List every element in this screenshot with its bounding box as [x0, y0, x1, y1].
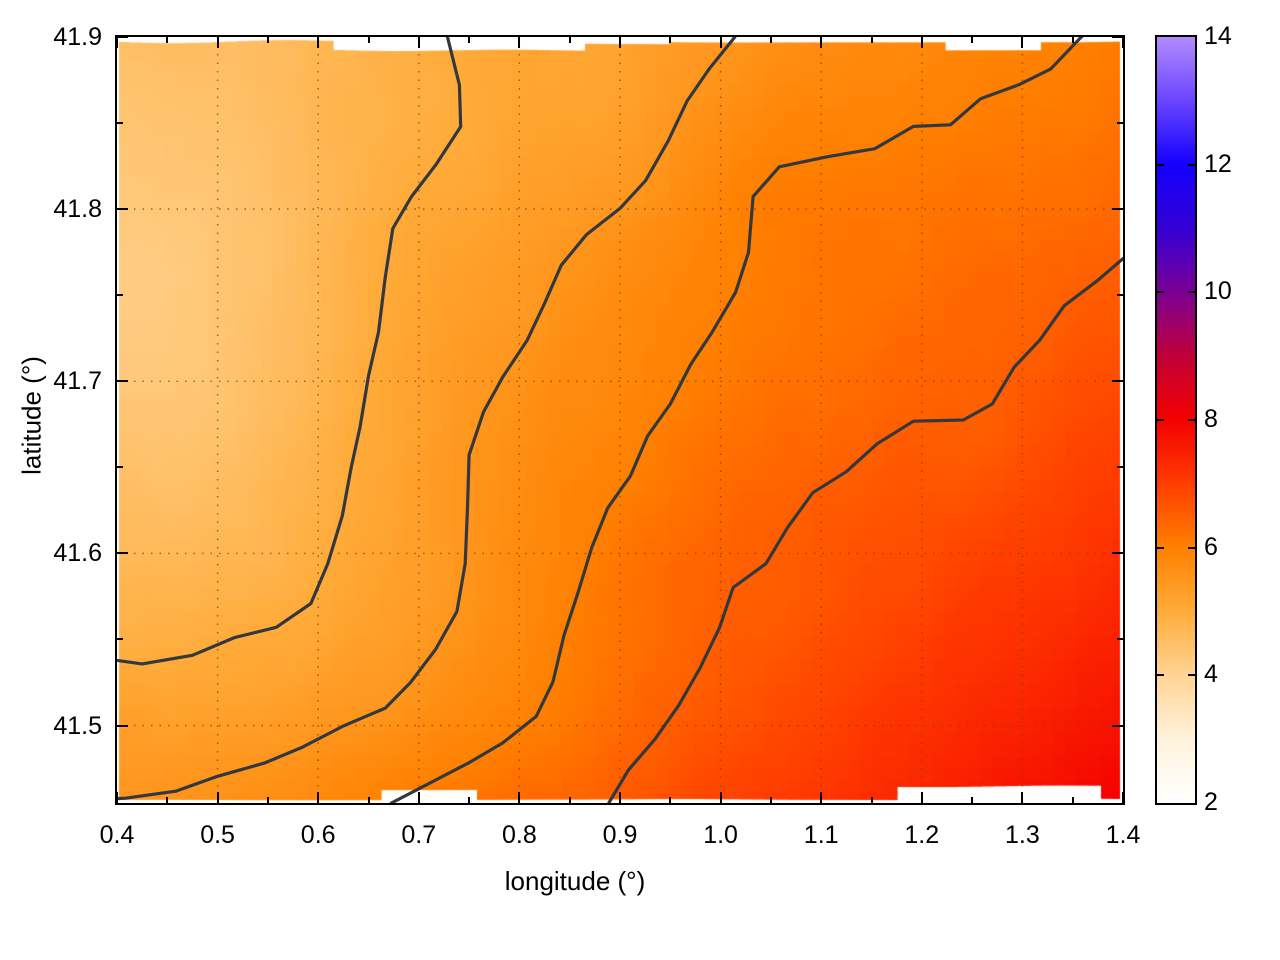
x-tick-minor [870, 37, 873, 43]
y-tick-minor [117, 466, 123, 469]
colorbar-tick [1188, 674, 1197, 677]
x-tick-major [518, 37, 521, 48]
y-tick-major [1112, 208, 1123, 211]
colorbar-tick [1188, 163, 1197, 166]
x-tick-major [1021, 37, 1024, 48]
x-tick-minor [1071, 37, 1074, 43]
y-tick-minor [117, 638, 123, 641]
x-tick-minor [166, 37, 169, 43]
colorbar-tick-label: 4 [1204, 660, 1218, 689]
x-tick-major [820, 37, 823, 48]
colorbar-tick [1155, 674, 1164, 677]
x-tick-minor [468, 37, 471, 43]
x-tick-major [1122, 37, 1124, 48]
y-tick-label: 41.7 [53, 367, 102, 396]
y-tick-label: 41.8 [53, 195, 102, 224]
y-tick-minor [117, 122, 123, 125]
y-tick-label: 41.5 [53, 711, 102, 740]
y-tick-minor [1117, 466, 1123, 469]
x-tick-major [920, 37, 923, 48]
x-tick-label: 0.9 [602, 821, 638, 849]
x-tick-major [1122, 792, 1124, 803]
y-tick-minor [1117, 294, 1123, 297]
x-tick-major [116, 792, 118, 803]
y-tick-major [117, 552, 128, 555]
x-tick-major [317, 37, 320, 48]
y-tick-minor [1117, 638, 1123, 641]
x-tick-major [820, 792, 823, 803]
colorbar-tick-label: 10 [1204, 277, 1232, 306]
x-tick-minor [669, 797, 672, 803]
x-tick-major [719, 37, 722, 48]
y-tick-label: 41.6 [53, 539, 102, 568]
colorbar-tick-label: 12 [1204, 149, 1232, 178]
colorbar-tick [1188, 291, 1197, 294]
colorbar-tick [1188, 546, 1197, 549]
x-tick-minor [669, 37, 672, 43]
plot-area [115, 35, 1125, 805]
colorbar-tick-label: 8 [1204, 405, 1218, 433]
x-tick-major [317, 792, 320, 803]
x-tick-label: 1.1 [803, 821, 839, 849]
x-tick-minor [568, 37, 571, 43]
x-tick-major [216, 37, 219, 48]
x-tick-minor [769, 37, 772, 43]
y-tick-minor [117, 294, 123, 297]
colorbar-tick-label: 2 [1204, 788, 1218, 816]
x-tick-major [1021, 792, 1024, 803]
colorbar-tick-label: 6 [1204, 532, 1218, 561]
x-tick-label: 0.7 [401, 821, 437, 849]
y-tick-major [117, 208, 128, 211]
x-tick-minor [166, 797, 169, 803]
y-tick-major [1112, 36, 1123, 38]
x-tick-label: 0.6 [300, 821, 336, 849]
y-tick-major [1112, 552, 1123, 555]
x-tick-minor [769, 797, 772, 803]
x-tick-label: 1.2 [904, 821, 940, 849]
colorbar-tick-label: 14 [1204, 22, 1232, 50]
y-tick-major [1112, 724, 1123, 727]
x-tick-major [417, 792, 420, 803]
x-tick-minor [367, 37, 370, 43]
x-tick-major [518, 792, 521, 803]
y-axis-title: latitude (°) [16, 356, 47, 475]
x-tick-label: 1.0 [703, 821, 738, 849]
y-tick-major [117, 724, 128, 727]
colorbar-tick [1155, 163, 1164, 166]
x-tick-minor [971, 797, 974, 803]
x-tick-major [116, 37, 118, 48]
y-tick-major [117, 36, 128, 38]
x-tick-label: 1.4 [1105, 821, 1141, 849]
x-tick-major [417, 37, 420, 48]
x-tick-minor [971, 37, 974, 43]
x-tick-minor [568, 797, 571, 803]
y-tick-label: 41.9 [53, 23, 102, 51]
gridlines-layer [117, 37, 1123, 803]
colorbar-tick [1155, 419, 1164, 421]
colorbar-tick [1188, 419, 1197, 421]
x-tick-label: 1.3 [1005, 821, 1040, 849]
contour-lines-layer [117, 37, 1123, 803]
x-tick-major [619, 792, 621, 803]
x-tick-minor [1071, 797, 1074, 803]
y-tick-major [117, 380, 128, 383]
x-tick-minor [870, 797, 873, 803]
colorbar-tick [1155, 291, 1164, 294]
x-tick-minor [367, 797, 370, 803]
x-axis-title: longitude (°) [504, 866, 646, 896]
x-tick-label: 0.8 [502, 821, 537, 849]
x-tick-label: 0.5 [200, 821, 235, 849]
x-tick-minor [468, 797, 471, 803]
y-tick-minor [1117, 122, 1123, 125]
x-tick-major [619, 37, 621, 48]
x-tick-minor [266, 37, 269, 43]
x-tick-major [216, 792, 219, 803]
colorbar-tick [1155, 546, 1164, 549]
x-tick-major [920, 792, 923, 803]
x-tick-major [719, 792, 722, 803]
x-tick-label: 0.4 [99, 821, 135, 849]
y-tick-major [1112, 380, 1123, 383]
x-tick-minor [266, 797, 269, 803]
